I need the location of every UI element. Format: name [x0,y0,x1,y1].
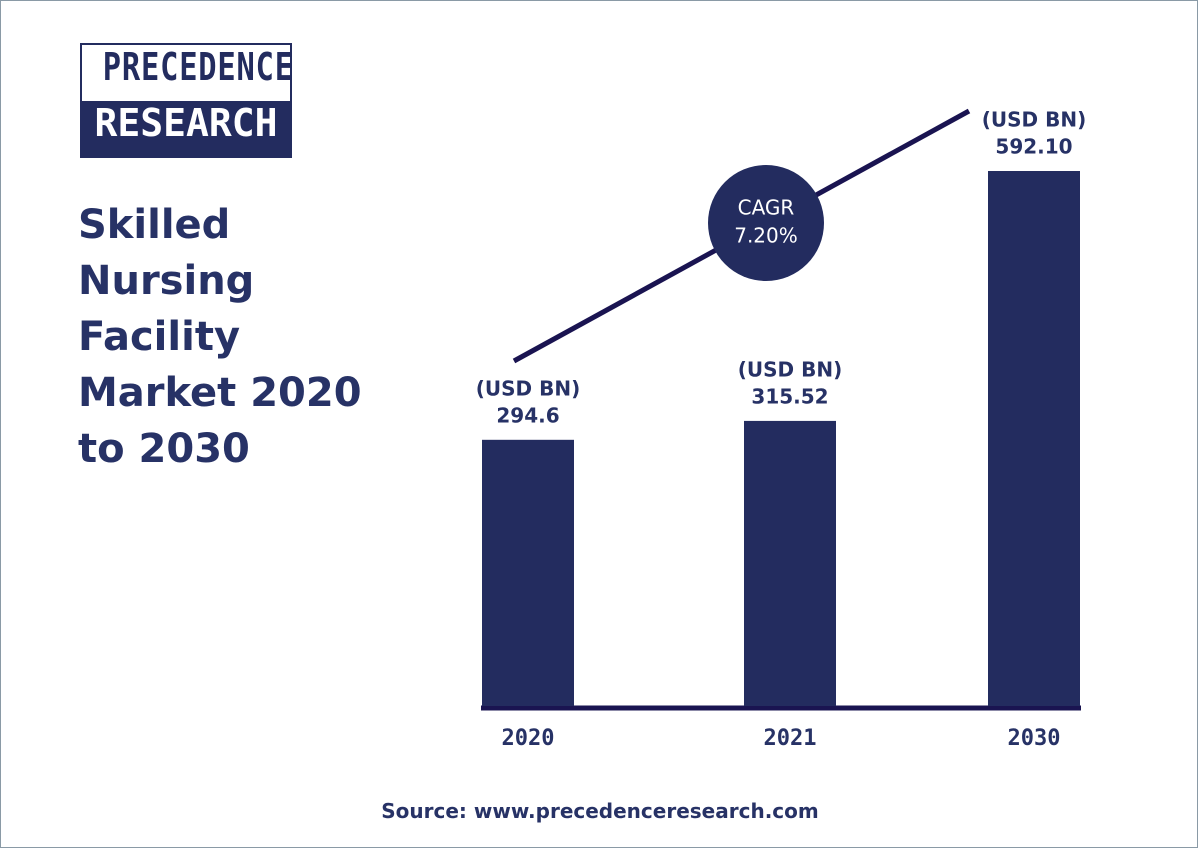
chart-title: Skilled Nursing Facility Market 2020 to … [78,202,362,472]
cagr-label: CAGR [738,196,795,220]
x-tick-label: 2021 [764,726,817,751]
logo-text: PRECEDENCE [102,45,294,89]
unit-label: (USD BN) [982,108,1086,132]
x-tick-label: 2020 [502,726,555,751]
value-label: 315.52 [751,384,828,408]
bar [988,171,1080,706]
value-label: 294.6 [496,403,559,427]
bar [482,439,574,706]
x-tick-label: 2030 [1008,726,1061,751]
logo: PRECEDENCE RESEARCH [80,43,294,158]
logo-text: RESEARCH [82,101,290,156]
unit-label: (USD BN) [738,357,842,381]
bar [744,420,836,706]
source: Source: www.precedenceresearch.com [381,799,819,823]
unit-label: (USD BN) [476,376,580,400]
value-label: 592.10 [995,135,1072,159]
cagr-value: 7.20% [734,224,798,248]
cagr-badge [708,165,824,281]
